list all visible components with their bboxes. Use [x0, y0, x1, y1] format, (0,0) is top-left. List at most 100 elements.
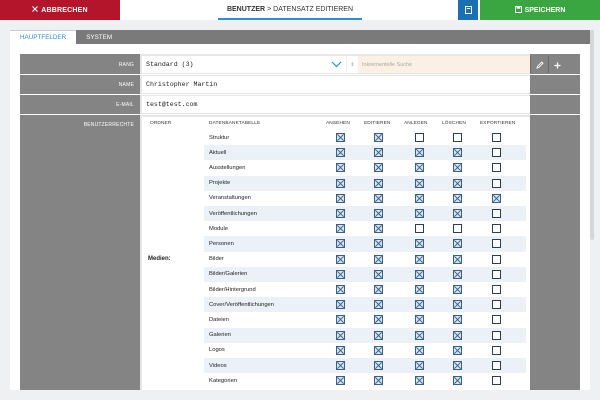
create-checkbox[interactable] — [415, 163, 424, 173]
view-checkbox[interactable] — [336, 163, 345, 173]
delete-checkbox[interactable] — [453, 345, 462, 355]
edit-checkbox[interactable] — [374, 315, 383, 325]
delete-checkbox[interactable] — [453, 330, 462, 340]
chevron-down-icon[interactable] — [331, 59, 342, 71]
create-checkbox[interactable] — [415, 345, 424, 355]
create-checkbox[interactable] — [415, 285, 424, 294]
create-checkbox[interactable] — [415, 178, 424, 188]
delete-checkbox[interactable] — [453, 254, 462, 264]
delete-checkbox[interactable] — [453, 300, 462, 310]
view-checkbox[interactable] — [336, 361, 345, 370]
edit-checkbox[interactable] — [374, 193, 383, 203]
create-checkbox[interactable] — [415, 269, 424, 279]
rank-stepper[interactable]: ⇕ — [346, 56, 358, 73]
edit-button[interactable] — [530, 56, 548, 73]
edit-checkbox[interactable] — [374, 300, 383, 310]
create-checkbox[interactable] — [415, 376, 424, 386]
incremental-search-input[interactable]: Inkrementelle Suche — [358, 56, 530, 73]
view-checkbox[interactable] — [336, 300, 345, 310]
edit-checkbox[interactable] — [374, 285, 383, 294]
view-checkbox[interactable] — [336, 315, 345, 325]
edit-checkbox[interactable] — [374, 133, 383, 142]
view-checkbox[interactable] — [336, 178, 345, 188]
name-input[interactable]: Christopher Martin — [142, 76, 530, 93]
delete-checkbox[interactable] — [453, 315, 462, 325]
export-checkbox[interactable] — [492, 285, 501, 294]
edit-checkbox[interactable] — [374, 163, 383, 173]
export-checkbox[interactable] — [492, 133, 501, 142]
export-checkbox[interactable] — [492, 224, 501, 234]
email-input[interactable]: test@test.com — [142, 96, 530, 113]
add-button[interactable] — [548, 56, 566, 73]
edit-checkbox[interactable] — [374, 148, 383, 158]
export-checkbox[interactable] — [492, 330, 501, 340]
create-checkbox[interactable] — [415, 209, 424, 218]
delete-checkbox[interactable] — [453, 209, 462, 218]
export-checkbox[interactable] — [492, 239, 501, 249]
delete-checkbox[interactable] — [453, 193, 462, 203]
delete-checkbox[interactable] — [453, 178, 462, 188]
export-checkbox[interactable] — [492, 345, 501, 355]
tab-hauptfelder[interactable]: HAUPTFELDER — [10, 30, 77, 44]
rank-select[interactable]: Standard (3) — [142, 56, 346, 73]
create-checkbox[interactable] — [415, 315, 424, 325]
view-checkbox[interactable] — [336, 330, 345, 340]
export-checkbox[interactable] — [492, 163, 501, 173]
delete-checkbox[interactable] — [453, 285, 462, 294]
edit-checkbox[interactable] — [374, 209, 383, 218]
cancel-button[interactable]: ABBRECHEN — [0, 0, 120, 20]
plus-icon — [554, 56, 561, 74]
edit-checkbox[interactable] — [374, 269, 383, 279]
view-checkbox[interactable] — [336, 224, 345, 234]
export-checkbox[interactable] — [492, 269, 501, 279]
export-checkbox[interactable] — [492, 178, 501, 188]
view-checkbox[interactable] — [336, 345, 345, 355]
tab-system[interactable]: SYSTEM — [86, 33, 113, 41]
export-checkbox[interactable] — [492, 300, 501, 310]
export-checkbox[interactable] — [492, 148, 501, 158]
export-checkbox[interactable] — [492, 193, 501, 203]
create-checkbox[interactable] — [415, 133, 424, 142]
create-checkbox[interactable] — [415, 361, 424, 370]
create-checkbox[interactable] — [415, 330, 424, 340]
delete-checkbox[interactable] — [453, 224, 462, 234]
view-checkbox[interactable] — [336, 193, 345, 203]
create-checkbox[interactable] — [415, 148, 424, 158]
edit-checkbox[interactable] — [374, 224, 383, 234]
save-button[interactable]: SPEICHERN — [480, 0, 600, 20]
edit-checkbox[interactable] — [374, 239, 383, 249]
view-checkbox[interactable] — [336, 376, 345, 386]
export-checkbox[interactable] — [492, 361, 501, 370]
view-checkbox[interactable] — [336, 285, 345, 294]
create-checkbox[interactable] — [415, 224, 424, 234]
delete-checkbox[interactable] — [453, 163, 462, 173]
create-checkbox[interactable] — [415, 193, 424, 203]
page-scrollbar[interactable] — [590, 30, 594, 240]
view-checkbox[interactable] — [336, 133, 345, 142]
export-checkbox[interactable] — [492, 376, 501, 386]
export-checkbox[interactable] — [492, 315, 501, 325]
create-checkbox[interactable] — [415, 300, 424, 310]
document-button[interactable] — [458, 0, 478, 20]
delete-checkbox[interactable] — [453, 239, 462, 249]
delete-checkbox[interactable] — [453, 269, 462, 279]
delete-checkbox[interactable] — [453, 376, 462, 386]
edit-checkbox[interactable] — [374, 345, 383, 355]
create-checkbox[interactable] — [415, 254, 424, 264]
edit-checkbox[interactable] — [374, 178, 383, 188]
edit-checkbox[interactable] — [374, 361, 383, 370]
view-checkbox[interactable] — [336, 209, 345, 218]
view-checkbox[interactable] — [336, 269, 345, 279]
export-checkbox[interactable] — [492, 254, 501, 264]
delete-checkbox[interactable] — [453, 148, 462, 158]
export-checkbox[interactable] — [492, 209, 501, 218]
delete-checkbox[interactable] — [453, 133, 462, 142]
edit-checkbox[interactable] — [374, 376, 383, 386]
view-checkbox[interactable] — [336, 239, 345, 249]
edit-checkbox[interactable] — [374, 330, 383, 340]
edit-checkbox[interactable] — [374, 254, 383, 264]
view-checkbox[interactable] — [336, 254, 345, 264]
view-checkbox[interactable] — [336, 148, 345, 158]
delete-checkbox[interactable] — [453, 361, 462, 370]
create-checkbox[interactable] — [415, 239, 424, 249]
